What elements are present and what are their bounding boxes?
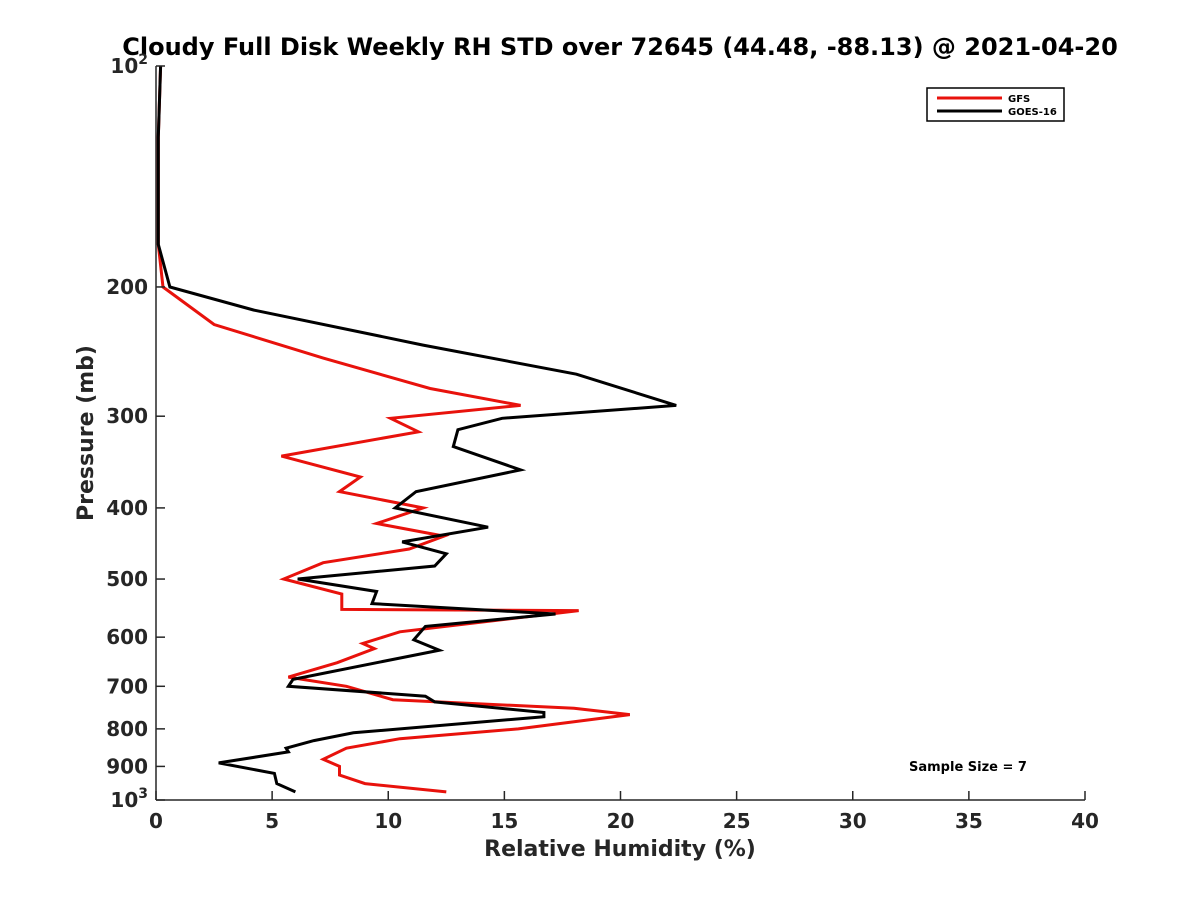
x-tick-label: 10: [374, 809, 402, 833]
legend: GFS GOES-16: [926, 87, 1065, 122]
y-tick-label: 400: [106, 496, 148, 520]
sample-size-annotation: Sample Size = 7: [909, 760, 1027, 775]
y-tick-label: 300: [106, 404, 148, 428]
series-line-goes-16: [156, 65, 677, 794]
y-tick-label: 900: [106, 754, 148, 778]
x-tick-label: 5: [265, 809, 279, 833]
plot-area: [155, 65, 1085, 801]
x-tick-label: 25: [723, 809, 751, 833]
x-axis-label: Relative Humidity (%): [484, 837, 756, 862]
x-tick-label: 15: [490, 809, 518, 833]
y-tick-label: 200: [106, 275, 148, 299]
y-tick-label: 500: [106, 567, 148, 591]
x-tick-label: 35: [955, 809, 983, 833]
x-axis-ticks: 0 5 10 15 20 25 30 35 40: [149, 791, 1099, 833]
y-tick-label: 102: [110, 52, 148, 78]
legend-label-gfs: GFS: [1008, 94, 1030, 105]
y-axis-ticks: 102 200 300 400 500 600 700 800 900 103: [106, 52, 165, 812]
y-tick-label: 103: [110, 786, 148, 812]
y-tick-label: 700: [106, 674, 148, 698]
y-tick-label: 800: [106, 717, 148, 741]
legend-box: [926, 87, 1065, 122]
x-tick-label: 20: [607, 809, 635, 833]
y-tick-label: 600: [106, 625, 148, 649]
x-tick-label: 40: [1071, 809, 1099, 833]
x-tick-label: 0: [149, 809, 163, 833]
y-axis-label: Pressure (mb): [74, 345, 99, 521]
series-line-gfs: [156, 65, 630, 794]
x-tick-label: 30: [839, 809, 867, 833]
chart-title: Cloudy Full Disk Weekly RH STD over 7264…: [122, 33, 1118, 61]
legend-label-goes-16: GOES-16: [1008, 107, 1057, 118]
